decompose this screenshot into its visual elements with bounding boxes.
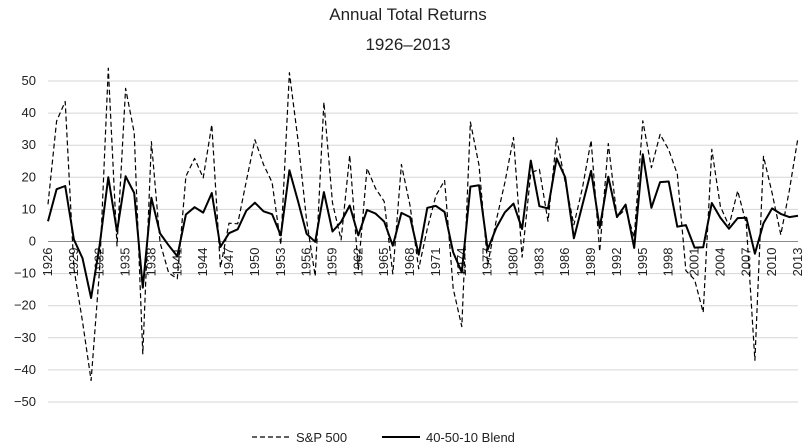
x-axis: 1926 1929 1932 1935 1938 1941 1944 1947 1950 1953…: [40, 247, 805, 276]
x-tick-label: 1989: [583, 248, 598, 277]
y-tick-label: −10: [14, 266, 36, 281]
y-tick-label: −50: [14, 394, 36, 409]
x-tick-label: 1980: [506, 248, 521, 277]
x-tick-label: 1971: [428, 248, 443, 277]
x-tick-label: 1950: [247, 248, 262, 277]
x-tick-label: 1992: [609, 248, 624, 277]
y-tick-label: 0: [29, 234, 36, 249]
chart-subtitle: 1926–2013: [365, 35, 450, 54]
y-tick-label: 40: [22, 105, 36, 120]
y-tick-label: −30: [14, 330, 36, 345]
y-tick-label: −40: [14, 362, 36, 377]
series-line-sp500: [47, 67, 799, 382]
series-lines: [47, 67, 799, 382]
x-tick-label: 1953: [273, 248, 288, 277]
x-tick-label: 1959: [324, 248, 339, 277]
x-tick-label: 1944: [195, 248, 210, 277]
y-tick-label: 30: [22, 137, 36, 152]
x-tick-label: 2013: [790, 248, 805, 277]
x-tick-label: 1956: [299, 248, 314, 277]
x-tick-label: 2001: [687, 248, 702, 277]
x-tick-label: 1926: [40, 248, 55, 277]
x-tick-label: 2007: [738, 248, 753, 277]
x-tick-label: 1998: [661, 248, 676, 277]
x-tick-label: 1965: [376, 248, 391, 277]
x-tick-label: 2010: [764, 248, 779, 277]
y-tick-label: 20: [22, 169, 36, 184]
legend-label-blend: 40-50-10 Blend: [426, 430, 515, 445]
x-tick-label: 1986: [557, 248, 572, 277]
x-tick-label: 1941: [169, 248, 184, 277]
x-tick-label: 1947: [221, 248, 236, 277]
x-tick-label: 1935: [118, 248, 133, 277]
legend-label-sp500: S&P 500: [296, 430, 347, 445]
x-tick-label: 1977: [480, 247, 495, 276]
x-tick-label: 2004: [712, 248, 727, 277]
gridlines: [48, 80, 798, 403]
y-axis: 50 40 30 20 10 0 −10 −20 −30 −40 −50: [14, 73, 36, 409]
y-tick-label: 50: [22, 73, 36, 88]
legend: S&P 500 40-50-10 Blend: [252, 430, 515, 445]
y-tick-label: −20: [14, 298, 36, 313]
x-tick-label: 1983: [531, 248, 546, 277]
y-tick-label: 10: [22, 201, 36, 216]
x-tick-label: 1968: [402, 248, 417, 277]
x-tick-label: 1995: [635, 248, 650, 277]
chart-title: Annual Total Returns: [329, 5, 487, 24]
series-line-blend: [47, 153, 799, 299]
